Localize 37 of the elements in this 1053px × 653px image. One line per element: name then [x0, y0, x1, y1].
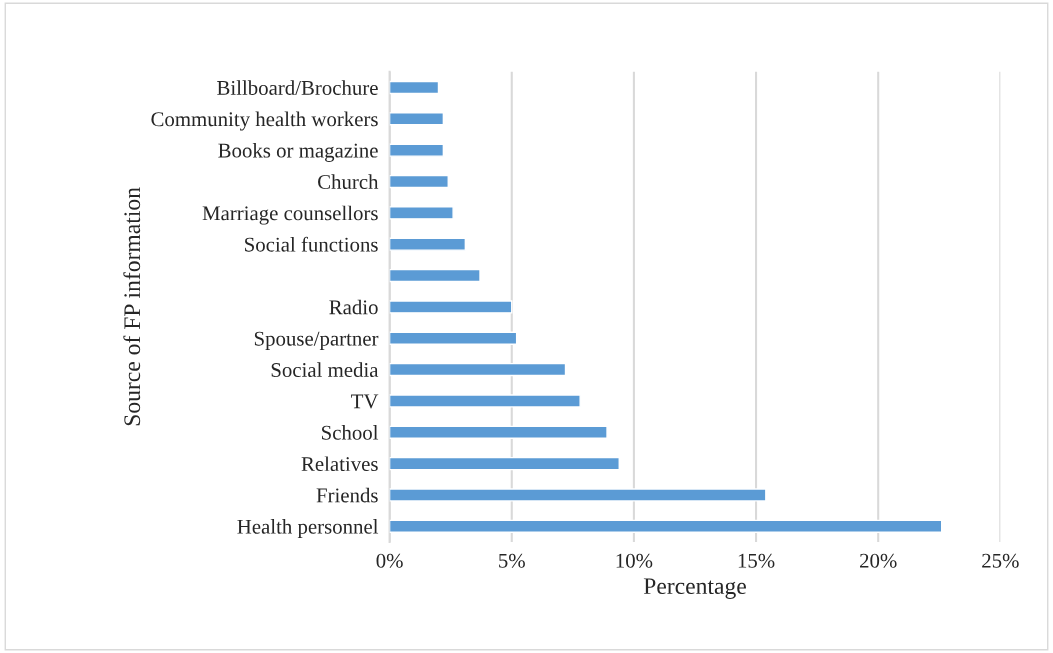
- x-tick-label: 25%: [982, 553, 1019, 568]
- x-tick-label: 10%: [616, 553, 653, 568]
- y-tick-label: Social functions: [245, 236, 378, 252]
- bar: [389, 425, 608, 439]
- x-axis-title: Percentage: [643, 578, 746, 599]
- y-tick-label: Friends: [316, 487, 378, 503]
- bar: [389, 174, 449, 189]
- bar: [389, 268, 481, 283]
- y-tick-label: Radio: [329, 299, 378, 315]
- bar: [389, 362, 567, 377]
- y-tick-label: Books or magazine: [218, 142, 378, 162]
- x-tick-label: 5%: [499, 553, 525, 568]
- bar: [389, 143, 445, 157]
- bar: [389, 488, 767, 502]
- y-tick-label: Relatives: [301, 456, 378, 472]
- y-tick-label: Community health workers: [151, 111, 378, 131]
- bar: [389, 394, 581, 408]
- y-tick-label: Church: [318, 174, 379, 189]
- y-tick-label: School: [322, 425, 379, 440]
- bar: [389, 112, 445, 126]
- x-tick-label: 20%: [860, 553, 897, 568]
- bar: [389, 456, 620, 471]
- bar: [389, 300, 513, 314]
- y-tick-label: Spouse/partner: [254, 331, 379, 350]
- y-tick-label: Billboard/Brochure: [217, 80, 378, 95]
- x-tick-label: 0%: [376, 553, 403, 568]
- bar: [389, 331, 518, 345]
- y-tick-label: Marriage counsellors: [202, 205, 378, 225]
- y-tick-label: TV: [351, 394, 379, 409]
- bar: [389, 80, 440, 95]
- bar: [389, 206, 454, 220]
- bar: [389, 237, 467, 251]
- bar: [389, 519, 943, 533]
- x-tick-label: 15%: [738, 553, 775, 568]
- y-axis-title: Source of FP information: [123, 187, 141, 426]
- y-tick-label: Health personnel: [237, 519, 379, 538]
- y-tick-label: Social media: [271, 362, 379, 378]
